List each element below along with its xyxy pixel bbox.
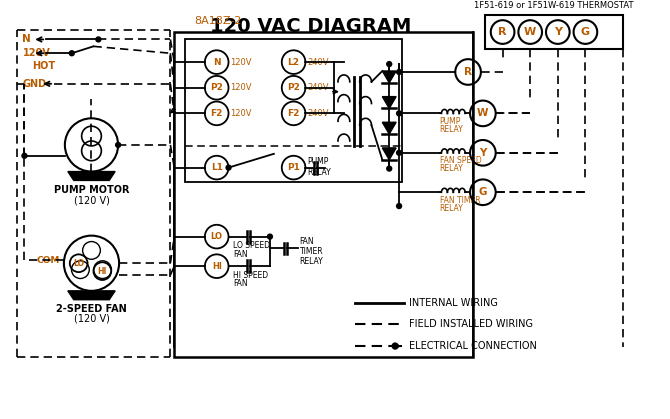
Text: LO: LO	[210, 232, 222, 241]
Text: RELAY: RELAY	[440, 204, 463, 212]
Text: LO: LO	[73, 259, 84, 268]
Circle shape	[387, 166, 392, 171]
Circle shape	[116, 142, 121, 147]
Polygon shape	[383, 122, 396, 134]
Text: RELAY: RELAY	[440, 164, 463, 173]
Text: 120V: 120V	[23, 48, 50, 58]
Text: 8A18Z-2: 8A18Z-2	[194, 16, 241, 26]
Text: PUMP: PUMP	[440, 117, 461, 126]
Text: 2-SPEED FAN: 2-SPEED FAN	[56, 304, 127, 313]
Circle shape	[69, 51, 74, 56]
Circle shape	[397, 111, 401, 116]
Circle shape	[22, 153, 27, 158]
Text: W: W	[524, 27, 536, 37]
Text: HI: HI	[212, 262, 222, 271]
Text: P2: P2	[287, 83, 300, 92]
Bar	[174, 31, 473, 357]
Text: TIMER: TIMER	[299, 247, 323, 256]
Polygon shape	[383, 148, 396, 160]
Circle shape	[267, 234, 273, 239]
Text: P2: P2	[210, 83, 223, 92]
Text: GND: GND	[23, 79, 47, 89]
Text: P1: P1	[287, 163, 300, 172]
Text: 240V: 240V	[308, 58, 329, 67]
Text: Y: Y	[554, 27, 562, 37]
Text: R: R	[498, 27, 507, 37]
Text: FIELD INSTALLED WIRING: FIELD INSTALLED WIRING	[409, 319, 533, 329]
Text: 120V: 120V	[230, 83, 252, 92]
Polygon shape	[383, 71, 396, 83]
Text: PUMP: PUMP	[308, 157, 329, 166]
Circle shape	[392, 343, 398, 349]
Text: N: N	[213, 58, 220, 67]
Text: FAN: FAN	[233, 250, 248, 259]
Text: W: W	[477, 109, 488, 119]
Polygon shape	[383, 97, 396, 109]
Circle shape	[397, 204, 401, 209]
Text: RELAY: RELAY	[308, 168, 331, 177]
Text: 120V: 120V	[230, 109, 252, 118]
Text: L1: L1	[210, 163, 222, 172]
Text: FAN SPEED: FAN SPEED	[440, 156, 481, 165]
Text: INTERNAL WIRING: INTERNAL WIRING	[409, 297, 498, 308]
Text: PUMP MOTOR: PUMP MOTOR	[54, 185, 129, 195]
Text: RELAY: RELAY	[299, 257, 323, 266]
Text: (120 V): (120 V)	[74, 313, 109, 323]
Text: (120 V): (120 V)	[74, 195, 109, 205]
Text: HOT: HOT	[32, 61, 56, 71]
Circle shape	[96, 37, 101, 42]
Text: FAN: FAN	[233, 279, 248, 288]
Text: Y: Y	[479, 148, 486, 158]
Polygon shape	[68, 171, 115, 181]
Text: 1F51-619 or 1F51W-619 THERMOSTAT: 1F51-619 or 1F51W-619 THERMOSTAT	[474, 1, 634, 10]
Circle shape	[387, 62, 392, 67]
Text: LO SPEED: LO SPEED	[233, 241, 271, 250]
Bar	[485, 15, 623, 49]
Text: RELAY: RELAY	[440, 125, 463, 134]
Text: F2: F2	[210, 109, 223, 118]
Bar	[185, 39, 402, 182]
Text: HI SPEED: HI SPEED	[233, 271, 269, 279]
Circle shape	[397, 70, 401, 75]
Polygon shape	[68, 291, 115, 300]
Text: G: G	[478, 187, 487, 197]
Text: 240V: 240V	[308, 83, 329, 92]
Circle shape	[226, 165, 231, 170]
Text: F2: F2	[287, 109, 299, 118]
Text: ELECTRICAL CONNECTION: ELECTRICAL CONNECTION	[409, 341, 537, 351]
Text: N: N	[23, 34, 31, 44]
Text: G: G	[581, 27, 590, 37]
Text: HI: HI	[98, 266, 107, 276]
Text: 120V: 120V	[230, 58, 252, 67]
Circle shape	[397, 150, 401, 155]
Text: COM: COM	[37, 256, 60, 265]
Text: R: R	[464, 67, 472, 77]
Text: 240V: 240V	[308, 109, 329, 118]
Text: 120 VAC DIAGRAM: 120 VAC DIAGRAM	[210, 17, 411, 36]
Text: FAN TIMER: FAN TIMER	[440, 196, 480, 204]
Text: FAN: FAN	[299, 237, 314, 246]
Text: L2: L2	[287, 58, 299, 67]
